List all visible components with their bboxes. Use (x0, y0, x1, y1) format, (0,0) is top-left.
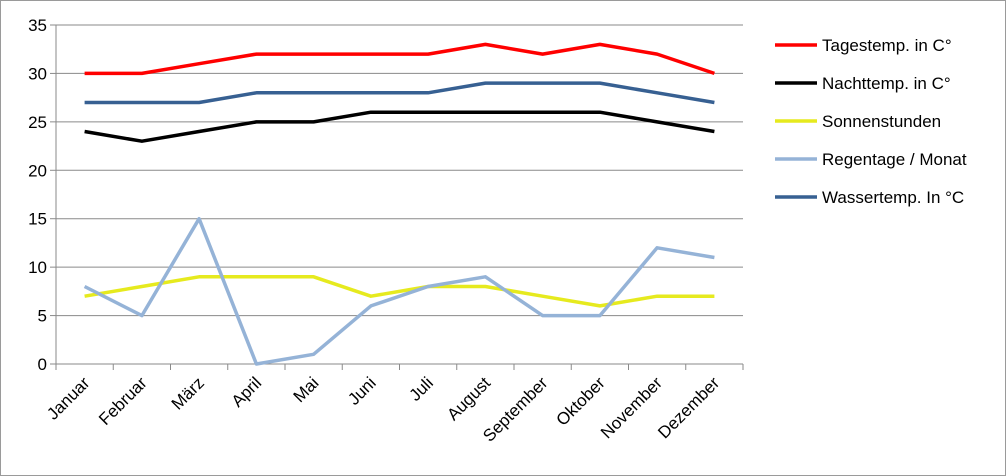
x-tick-label: Mai (290, 373, 323, 406)
y-axis-tick-labels: 0 5 10 15 20 25 30 35 (28, 16, 47, 374)
legend-item-nachttemp-in-c: Nachttemp. in C° (775, 74, 951, 93)
x-tick-label: Februar (95, 373, 151, 429)
series-lines (83, 42, 715, 366)
y-tick-label: 30 (28, 64, 47, 83)
legend-label: Regentage / Monat (822, 150, 967, 169)
legend-item-tagestemp-in-c: Tagestemp. in C° (775, 36, 952, 55)
y-tick-label: 35 (28, 16, 47, 35)
series-line-tagestemp-in-c (84, 42, 715, 76)
legend-item-wassertemp-in-c: Wassertemp. In °C (775, 188, 964, 207)
y-tick-label: 25 (28, 113, 47, 132)
legend-item-regentage-monat: Regentage / Monat (775, 150, 967, 169)
legend-label: Nachttemp. in C° (822, 74, 951, 93)
legend: Tagestemp. in C° Nachttemp. in C° Sonnenst… (775, 36, 967, 207)
x-tick-label: Juni (344, 373, 379, 408)
x-tick-label: August (443, 373, 494, 424)
y-tick-label: 5 (38, 307, 47, 326)
y-tick-label: 15 (28, 210, 47, 229)
y-tick-label: 10 (28, 258, 47, 277)
x-tick-label: November (597, 373, 666, 442)
x-axis-tick-labels: Januar Februar März April Mai Juni Juli AugustS… (43, 373, 723, 445)
axes (50, 24, 744, 370)
y-tick-label: 0 (38, 355, 47, 374)
legend-label: Wassertemp. In °C (822, 188, 964, 207)
x-tick-label: Juli (405, 373, 436, 404)
series-line-wassertemp-in-c (84, 81, 715, 105)
x-tick-label: April (228, 373, 265, 410)
x-tick-label: März (168, 373, 208, 413)
legend-label: Sonnenstunden (822, 112, 941, 131)
legend-item-sonnenstunden: Sonnenstunden (775, 112, 941, 131)
x-tick-label: Oktober (552, 373, 608, 429)
x-tick-label: Januar (43, 373, 93, 423)
y-tick-label: 20 (28, 161, 47, 180)
series-line-regentage-monat (83, 216, 715, 366)
gridlines (56, 24, 743, 317)
x-tick-label: Dezember (654, 373, 723, 442)
series-line-nachttemp-in-c (84, 110, 715, 143)
legend-label: Tagestemp. in C° (822, 36, 952, 55)
